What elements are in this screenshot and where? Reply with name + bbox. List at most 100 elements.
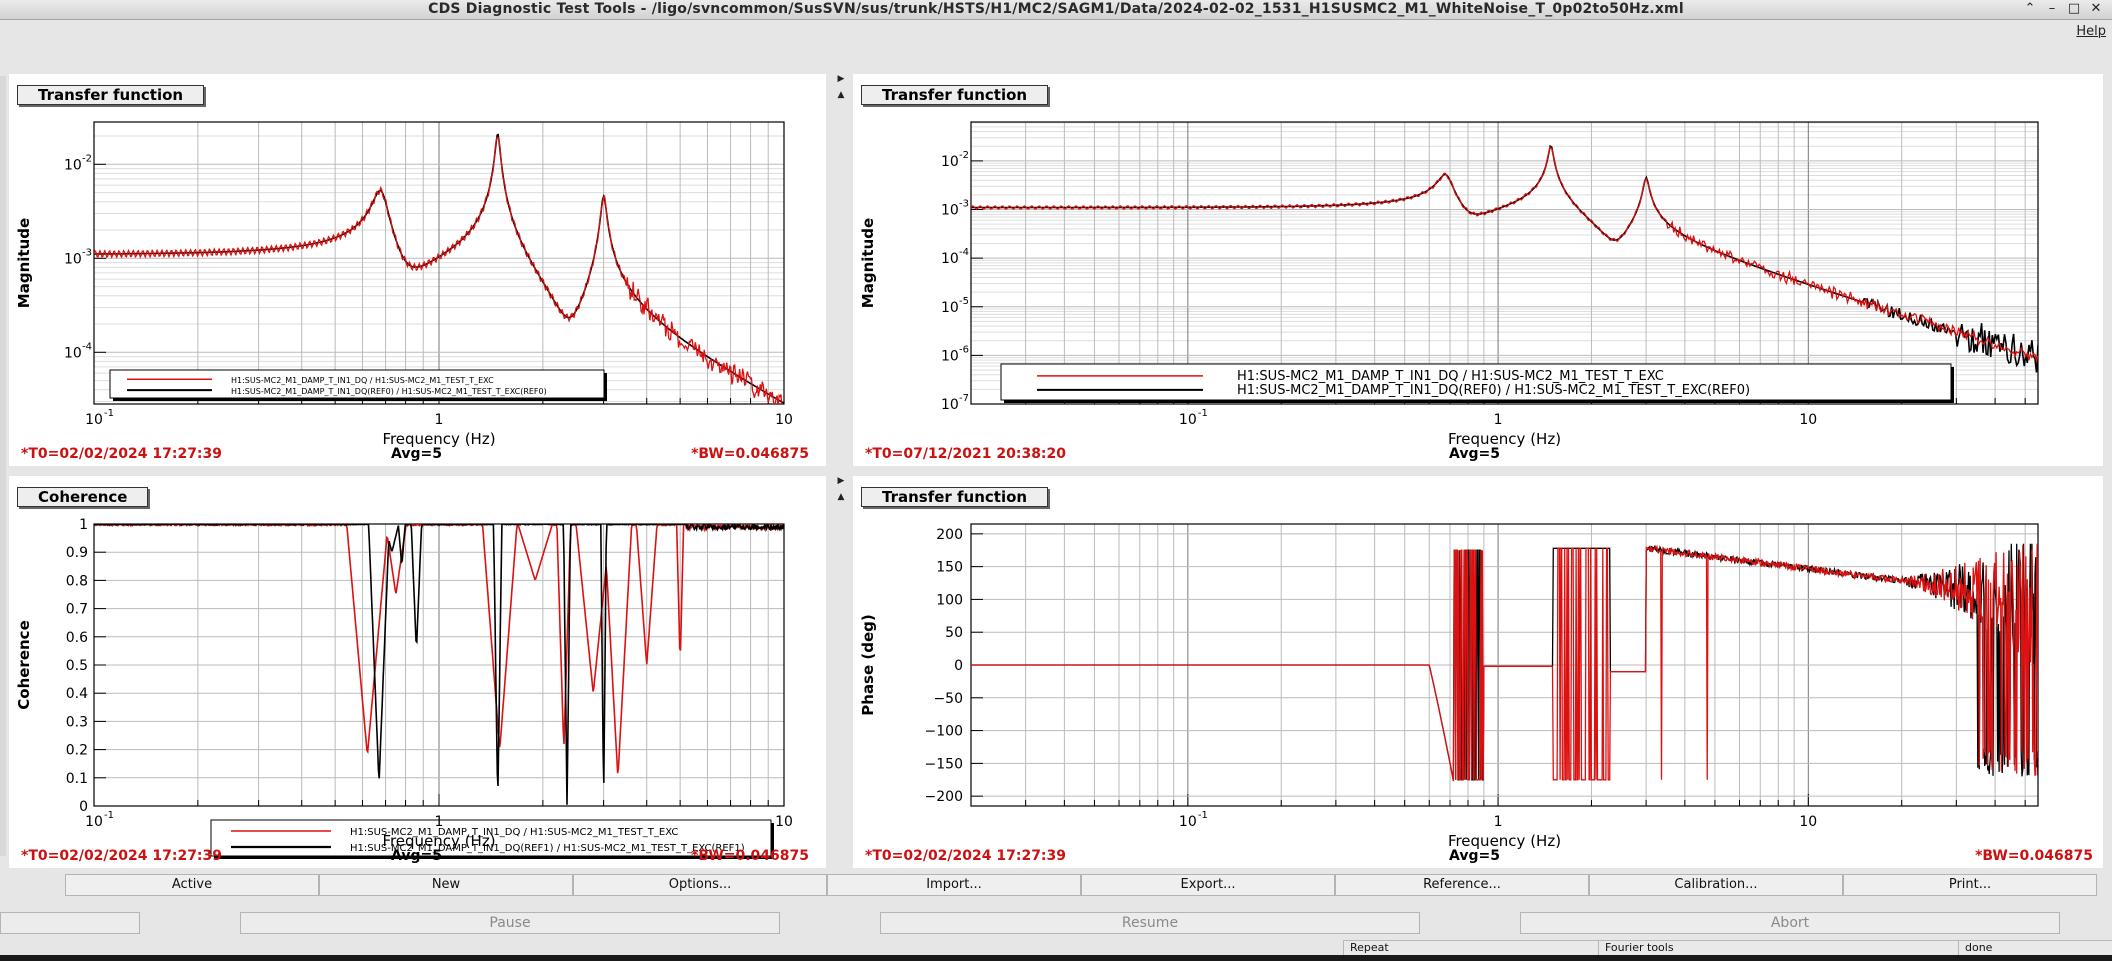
- x-axis-label: Frequency (Hz): [1448, 430, 1561, 448]
- status-bar: Repeat Fourier tools done: [0, 940, 2112, 956]
- y-tick-exponent: -4: [82, 341, 92, 352]
- y-tick-label: 0.2: [66, 743, 88, 759]
- control-spacer: [0, 912, 140, 934]
- y-tick-exponent: -4: [959, 247, 969, 258]
- y-tick-label: 10: [941, 251, 959, 267]
- stamp-t0: *T0=02/02/2024 17:27:39: [21, 446, 222, 462]
- y-tick-label: −100: [925, 724, 963, 740]
- y-tick-exponent: -5: [959, 296, 969, 307]
- status-repeat: Repeat: [1343, 940, 1601, 956]
- y-axis-label: Coherence: [15, 620, 33, 709]
- plot-panel-phase[interactable]: Transfer function 200 150 100 50 0 −50 −100 −15…: [853, 476, 2103, 868]
- x-tick-label: 10: [1179, 412, 1197, 428]
- legend-entry-current: H1:SUS-MC2_M1_DAMP_T_IN1_DQ / H1:SUS-MC2…: [1237, 369, 1664, 384]
- y-tick-label: 0.4: [66, 686, 88, 702]
- options-button[interactable]: Options...: [573, 874, 827, 896]
- y-tick-label: −150: [925, 756, 963, 772]
- stamp-t0: *T0=07/12/2021 20:38:20: [865, 446, 1066, 462]
- control-button-row: Pause Resume Abort: [0, 912, 2112, 934]
- y-tick-exponent: -6: [959, 344, 969, 355]
- legend-box: [1000, 363, 1952, 401]
- active-button[interactable]: Active: [65, 874, 319, 896]
- window-minimize-icon[interactable]: –: [2048, 1, 2056, 16]
- legend-entry-current: H1:SUS-MC2_M1_DAMP_T_IN1_DQ / H1:SUS-MC2…: [350, 827, 678, 838]
- y-tick-label: 200: [936, 527, 963, 543]
- magnitude-plot-svg[interactable]: 10-210-310-410-510-610 -7H1:SUS-MC2_M1_DA…: [853, 74, 2103, 466]
- resume-button[interactable]: Resume: [880, 912, 1420, 934]
- y-tick-exponent: -3: [82, 247, 92, 258]
- y-tick-label: 0.9: [66, 545, 88, 561]
- y-tick-label: 50: [945, 625, 963, 641]
- splitter-up-arrow-icon[interactable]: ▲: [833, 490, 849, 504]
- menu-help[interactable]: Help: [2076, 24, 2106, 39]
- y-tick-exponent: -3: [959, 199, 969, 210]
- series-current-trace: [971, 146, 2038, 364]
- stamp-avg: Avg=5: [1449, 446, 1500, 462]
- y-tick-label: 0.6: [66, 630, 88, 646]
- print-button[interactable]: Print...: [1843, 874, 2097, 896]
- y-tick-label: 10: [941, 154, 959, 170]
- y-tick-label: −50: [933, 691, 963, 707]
- x-tick-label: 1: [1494, 814, 1503, 830]
- calibration-button[interactable]: Calibration...: [1589, 874, 1843, 896]
- export-button[interactable]: Export...: [1081, 874, 1335, 896]
- stamp-bw: *BW=0.046875: [691, 446, 809, 462]
- y-tick-label: 10: [941, 397, 959, 413]
- y-tick-label: 0: [79, 799, 88, 815]
- phase-plot-svg[interactable]: 200 150 100 50 0 −50 −100 −150 −200 Phase (deg) Fr…: [853, 476, 2103, 868]
- y-tick-exponent: -2: [959, 150, 969, 161]
- legend-entry-reference: H1:SUS-MC2_M1_DAMP_T_IN1_DQ(REF1) / H1:S…: [350, 843, 745, 854]
- x-axis-label: Frequency (Hz): [382, 430, 495, 448]
- x-tick-label: 10: [1799, 412, 1817, 428]
- splitter-right-arrow-icon[interactable]: ▶: [833, 474, 849, 488]
- x-tick-exponent: -1: [1198, 408, 1208, 419]
- plot-panel-transfer-function-top-right[interactable]: Transfer function 10 -2 10 -3 10 -4 10 -5 10 -6 10…: [853, 74, 2103, 466]
- pause-button[interactable]: Pause: [240, 912, 780, 934]
- x-tick-label: 1: [435, 412, 444, 428]
- y-tick-label: 0.8: [66, 573, 88, 589]
- coherence-plot-svg[interactable]: 1 0.9 0.8 0.7 0.6 0.5 0.4 0.3 0.2 0.1 0 H1:SUS-MC2_…: [9, 476, 826, 868]
- reference-button[interactable]: Reference...: [1335, 874, 1589, 896]
- action-button-row: Active New Options... Import... Export..…: [0, 874, 2112, 896]
- magnitude-plot-svg[interactable]: 10-210-310 -4H1:SUS-MC2_M1_DAMP_T_IN1_DQ …: [9, 74, 826, 466]
- legend-entry-current: H1:SUS-MC2_M1_DAMP_T_IN1_DQ / H1:SUS-MC2…: [231, 376, 494, 385]
- y-tick-label: 150: [936, 560, 963, 576]
- panel-label: Transfer function: [17, 85, 205, 105]
- stamp-bw: *BW=0.046875: [1975, 848, 2093, 864]
- abort-button[interactable]: Abort: [1520, 912, 2060, 934]
- plot-panel-coherence[interactable]: Coherence 1 0.9 0.8 0.7 0.6 0.5 0.4 0.3 0.2 0.1 0 H…: [9, 476, 826, 868]
- y-tick-label: 0.1: [66, 771, 88, 787]
- legend-entry-reference: H1:SUS-MC2_M1_DAMP_T_IN1_DQ(REF0) / H1:S…: [1237, 383, 1750, 398]
- plot-frame: [970, 121, 2039, 405]
- window-maximize-restore-icon[interactable]: ⌃: [2024, 1, 2036, 16]
- legend-box: [109, 369, 605, 399]
- x-tick-label: 1: [435, 814, 444, 830]
- stamp-avg: Avg=5: [391, 848, 442, 864]
- y-axis-label: Phase (deg): [859, 614, 877, 715]
- stamp-t0: *T0=02/02/2024 17:27:39: [865, 848, 1066, 864]
- window-maximize-icon[interactable]: □: [2067, 1, 2081, 16]
- plot-area: Transfer function 10 -2 10 -3 10 -4 H1:SUS-MC2…: [0, 64, 2112, 870]
- import-button[interactable]: Import...: [827, 874, 1081, 896]
- y-tick-label: 10: [64, 157, 82, 173]
- y-tick-label: 0: [954, 658, 963, 674]
- window-close-icon[interactable]: ✕: [2090, 1, 2102, 16]
- stamp-bw: *BW=0.046875: [691, 848, 809, 864]
- y-axis-label: Magnitude: [15, 218, 33, 308]
- splitter-right-arrow-icon[interactable]: ▶: [833, 72, 849, 86]
- x-tick-label: 10: [1179, 814, 1197, 830]
- left-scroll-edge[interactable]: [0, 76, 6, 856]
- y-tick-label: 0.5: [66, 658, 88, 674]
- y-tick-label: 0.3: [66, 714, 88, 730]
- y-tick-label: 10: [64, 251, 82, 267]
- y-tick-label: 100: [936, 592, 963, 608]
- x-axis-label: Frequency (Hz): [1448, 832, 1561, 850]
- y-tick-label: 0.7: [66, 602, 88, 618]
- y-tick-label: −200: [925, 789, 963, 805]
- y-axis-label: Magnitude: [859, 218, 877, 308]
- plot-panel-transfer-function-top-left[interactable]: Transfer function 10 -2 10 -3 10 -4 H1:SUS-MC2…: [9, 74, 826, 466]
- series-reference-trace: [94, 524, 784, 805]
- splitter-up-arrow-icon[interactable]: ▲: [833, 88, 849, 102]
- window-titlebar: CDS Diagnostic Test Tools - /ligo/svncom…: [0, 0, 2112, 20]
- new-button[interactable]: New: [319, 874, 573, 896]
